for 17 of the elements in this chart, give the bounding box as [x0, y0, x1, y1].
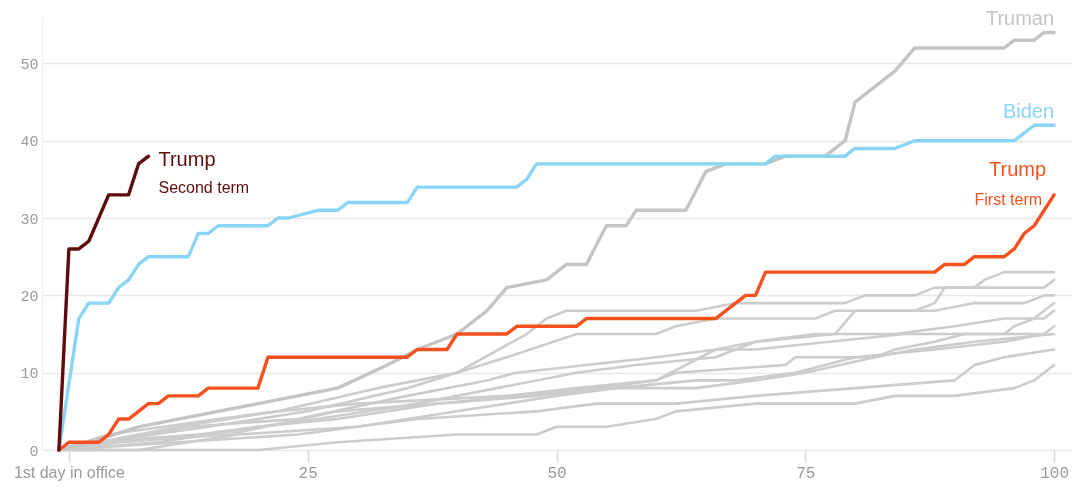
series-label: Truman: [985, 7, 1055, 30]
x-tick-label: 25: [298, 464, 318, 483]
y-tick-label: 40: [20, 134, 39, 152]
y-tick-label: 0: [29, 443, 39, 461]
y-tick-label: 30: [20, 211, 39, 229]
x-tick-label: 75: [796, 464, 816, 483]
annotation: First term: [974, 190, 1043, 208]
series-label: Trump: [989, 157, 1047, 180]
x-tick-label: 1st day in office: [13, 463, 125, 481]
series-label: Biden: [1002, 100, 1055, 123]
x-tick-label: 100: [1040, 464, 1069, 483]
y-tick-label: 10: [20, 366, 39, 384]
y-tick-label: 20: [20, 288, 39, 306]
annotation: Second term: [158, 179, 250, 197]
y-tick-label: 50: [20, 56, 39, 74]
x-tick-label: 50: [547, 464, 567, 483]
series-label: Trump: [158, 148, 216, 171]
